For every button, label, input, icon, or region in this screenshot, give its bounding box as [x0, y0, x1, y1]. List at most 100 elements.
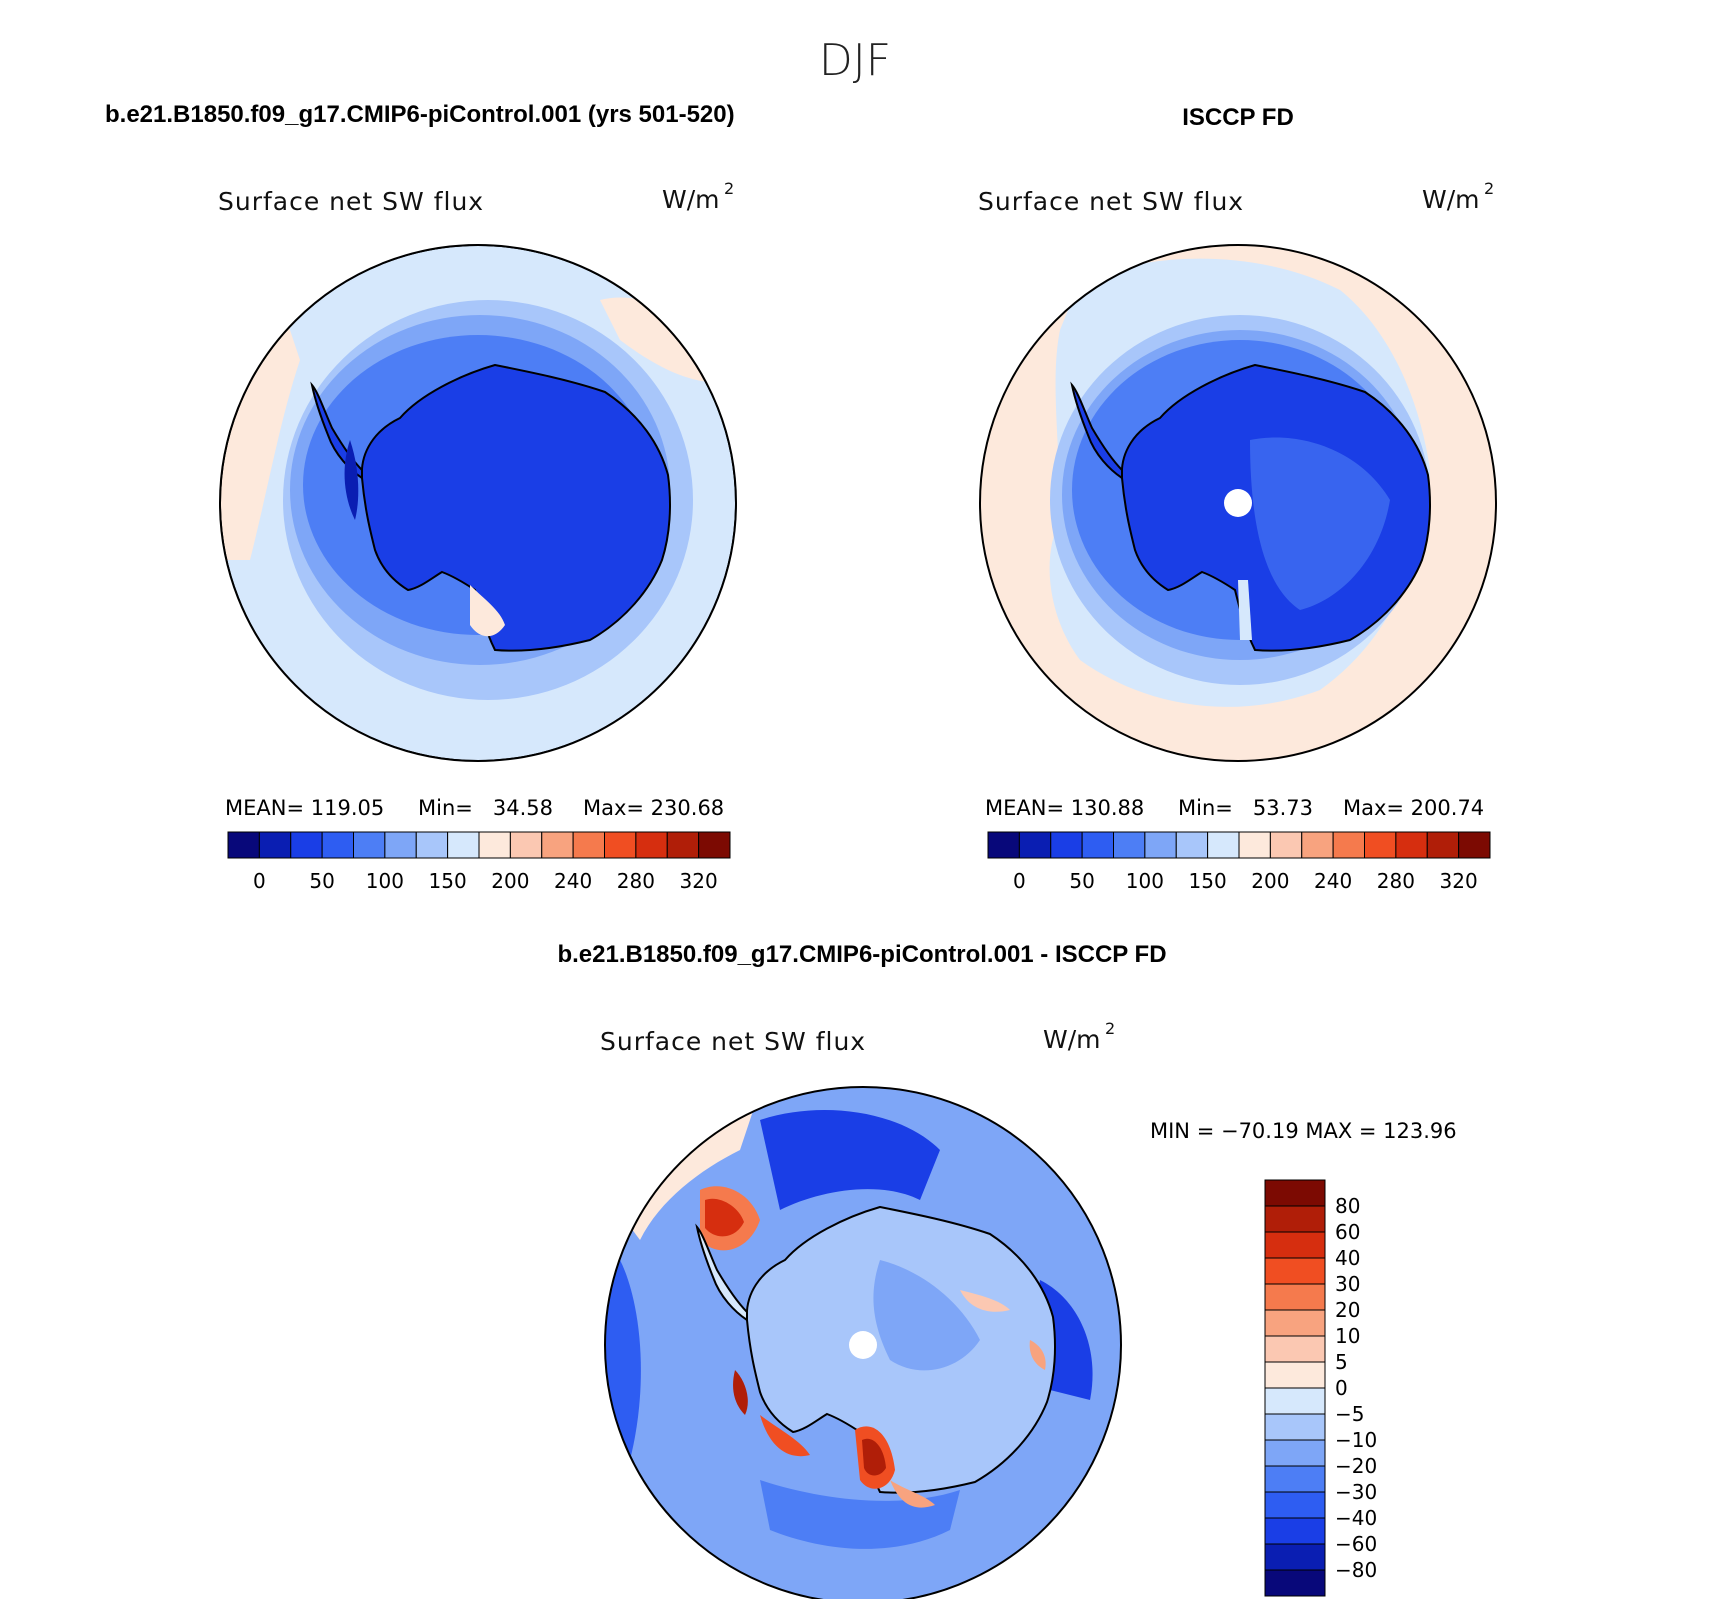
colorbar-swatch	[1238, 831, 1271, 859]
colorbar-tick-label: 280	[617, 869, 655, 893]
colorbar-swatch	[290, 831, 323, 859]
units-base: W/m	[662, 185, 720, 214]
colorbar-tick-label: 100	[1126, 869, 1164, 893]
colorbar-tick-label: 0	[1013, 869, 1026, 893]
colorbar-tick-label: 40	[1335, 1246, 1360, 1270]
panel-title: b.e21.B1850.f09_g17.CMIP6-piControl.001 …	[557, 941, 1166, 968]
colorbar-tick-label: 0	[253, 869, 266, 893]
colorbar: 0 50 100 150 200 240 280 320	[227, 831, 731, 893]
colorbar-swatch	[1364, 831, 1397, 859]
panel-title: b.e21.B1850.f09_g17.CMIP6-piControl.001 …	[105, 101, 735, 128]
colorbar-tick-label: −20	[1335, 1454, 1377, 1478]
colorbar-swatch	[1332, 831, 1365, 859]
colorbar-swatch	[447, 831, 480, 859]
stat-mean: MEAN= 119.05	[225, 796, 384, 820]
colorbar-swatch	[509, 831, 543, 859]
colorbar-swatch	[1264, 1491, 1326, 1519]
colorbar-swatch	[1264, 1569, 1326, 1597]
colorbar-tick-label: 150	[429, 869, 467, 893]
colorbar-swatch	[698, 831, 731, 859]
colorbar-swatch	[1264, 1517, 1326, 1545]
colorbar-swatch	[227, 831, 260, 859]
colorbar-swatch	[666, 831, 700, 859]
colorbar-tick-label: −60	[1335, 1532, 1377, 1556]
panel-model: b.e21.B1850.f09_g17.CMIP6-piControl.001 …	[105, 101, 737, 893]
colorbar-swatch	[1269, 831, 1303, 859]
panel-obs: ISCCP FD Surface net SW flux W/m 2 MEAN=…	[978, 104, 1497, 893]
units-base: W/m	[1422, 185, 1480, 214]
colorbar-swatch	[1018, 831, 1052, 859]
colorbar-tick-label: 150	[1189, 869, 1227, 893]
colorbar-swatch	[353, 831, 386, 859]
colorbar-swatch	[1207, 831, 1240, 859]
colorbar-swatch	[1264, 1465, 1326, 1493]
colorbar-swatch	[1458, 831, 1491, 859]
colorbar-tick-label: −30	[1335, 1480, 1377, 1504]
colorbar-swatch	[1264, 1231, 1326, 1259]
variable-label: Surface net SW flux	[218, 187, 484, 216]
colorbar-swatch	[541, 831, 574, 859]
stat-max: Max= 200.74	[1343, 796, 1484, 820]
colorbar-tick-label: 280	[1377, 869, 1415, 893]
colorbar-swatch	[1264, 1309, 1326, 1337]
colorbar-swatch	[635, 831, 668, 859]
polar-map	[220, 245, 736, 761]
stat-min: Min= 34.58	[418, 796, 553, 820]
map-boundary	[604, 1086, 1122, 1599]
panel-difference: b.e21.B1850.f09_g17.CMIP6-piControl.001 …	[557, 941, 1457, 1599]
units-label: W/m 2	[1043, 1019, 1115, 1054]
colorbar-tick-label: 50	[309, 869, 334, 893]
colorbar-swatch	[572, 831, 605, 859]
colorbar-swatch	[1264, 1361, 1326, 1389]
colorbar-swatch	[478, 831, 511, 859]
colorbar-swatch	[258, 831, 292, 859]
units-label: W/m 2	[1422, 179, 1494, 214]
colorbar-tick-label: −80	[1335, 1558, 1377, 1582]
colorbar-tick-label: 320	[680, 869, 718, 893]
colorbar-swatch	[1264, 1257, 1326, 1285]
colorbar-swatch	[1144, 831, 1177, 859]
colorbar-swatch	[1264, 1413, 1326, 1441]
colorbar-tick-label: 0	[1335, 1376, 1348, 1400]
colorbar-swatch	[1264, 1179, 1326, 1207]
colorbar-swatch	[1264, 1283, 1326, 1311]
colorbar-tick-label: 320	[1440, 869, 1478, 893]
colorbar-tick-label: 240	[554, 869, 592, 893]
variable-label: Surface net SW flux	[600, 1027, 866, 1056]
colorbar-tick-label: −40	[1335, 1506, 1377, 1530]
stats-line: MEAN= 119.05 Min= 34.58 Max= 230.68	[225, 796, 724, 820]
minmax-label: MIN = −70.19 MAX = 123.96	[1150, 1119, 1457, 1143]
colorbar-swatch	[1175, 831, 1209, 859]
colorbar-tick-label: 5	[1335, 1350, 1348, 1374]
colorbar-tick-label: 50	[1069, 869, 1094, 893]
colorbar-tick-label: 200	[1251, 869, 1289, 893]
colorbar-tick-label: 10	[1335, 1324, 1360, 1348]
stats-line: MEAN= 130.88 Min= 53.73 Max= 200.74	[985, 796, 1484, 820]
colorbar-swatch	[384, 831, 417, 859]
units-base: W/m	[1043, 1025, 1101, 1054]
polar-map	[980, 245, 1496, 761]
colorbar-swatch	[1395, 831, 1428, 859]
units-exponent: 2	[1105, 1019, 1115, 1038]
colorbar-tick-label: 100	[366, 869, 404, 893]
map-boundary	[219, 244, 737, 762]
map-boundary	[979, 244, 1497, 762]
colorbar: 0 50 100 150 200 240 280 320	[987, 831, 1491, 893]
colorbar-swatch	[1050, 831, 1083, 859]
variable-label: Surface net SW flux	[978, 187, 1244, 216]
colorbar-tick-label: −5	[1335, 1402, 1364, 1426]
colorbar-swatch	[1301, 831, 1334, 859]
colorbar-swatch	[1264, 1335, 1326, 1363]
colorbar-tick-label: 60	[1335, 1220, 1360, 1244]
colorbar-swatch	[1426, 831, 1460, 859]
colorbar-tick-label: 30	[1335, 1272, 1360, 1296]
stat-mean: MEAN= 130.88	[985, 796, 1144, 820]
colorbar-tick-label: 200	[491, 869, 529, 893]
colorbar-swatch	[321, 831, 354, 859]
colorbar-swatch	[1081, 831, 1114, 859]
panel-title: ISCCP FD	[1182, 104, 1294, 131]
colorbar-swatch	[415, 831, 449, 859]
colorbar-swatch	[987, 831, 1020, 859]
